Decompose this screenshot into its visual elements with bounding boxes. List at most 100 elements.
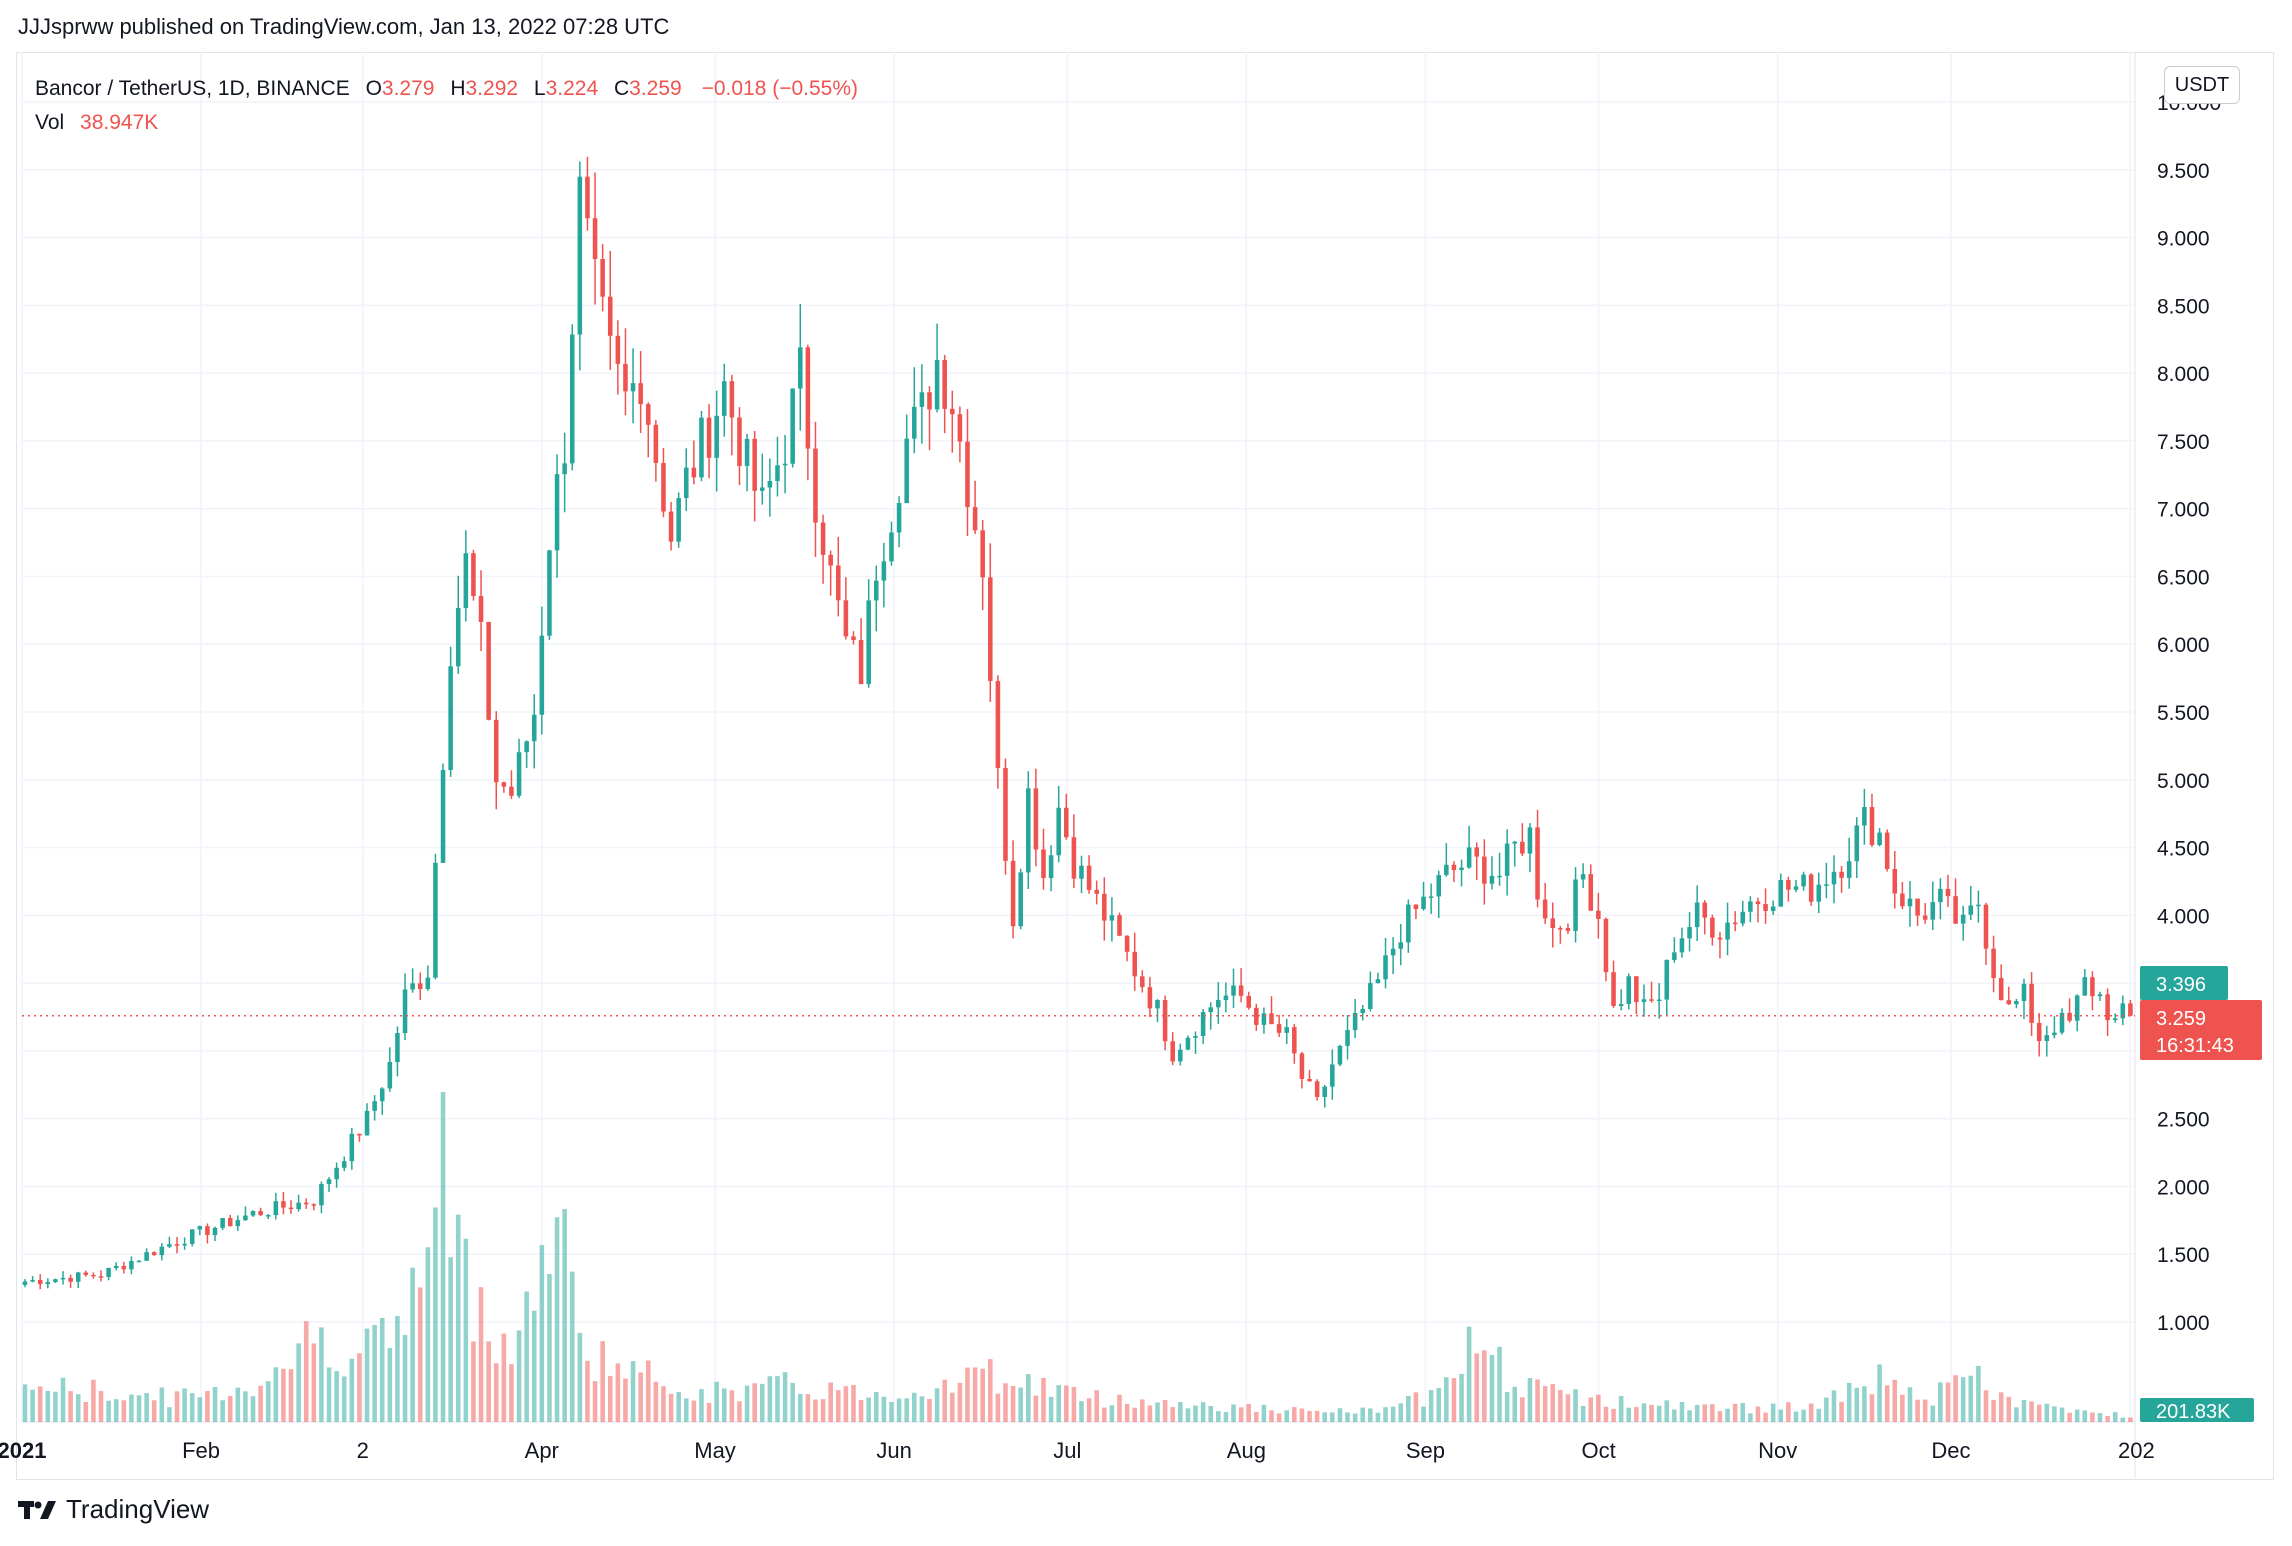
volume-bar [273,1367,279,1422]
volume-bar [1740,1403,1746,1422]
x-tick-label: 202 [2118,1438,2155,1463]
volume-bar [1976,1365,1981,1422]
volume-bar [1565,1394,1571,1422]
volume-bar [767,1376,773,1422]
candle-body [691,467,697,478]
candle-body [668,511,674,542]
candle-body [889,532,894,562]
volume-bar [2082,1410,2088,1422]
volume-bar [2128,1417,2133,1422]
volume-bar [1147,1405,1153,1422]
candle-body [744,438,750,466]
volume-bar [729,1390,735,1422]
volume-bar [805,1394,811,1422]
volume-bar [1679,1401,1685,1422]
candle-body [1208,1007,1213,1013]
volume-bar [1710,1404,1715,1422]
volume-label[interactable]: Vol [35,111,65,134]
candle-body [1953,896,1958,924]
candle-body [980,530,985,578]
candle-body [1497,875,1502,878]
volume-bar [1960,1377,1966,1422]
candle-body [311,1204,317,1206]
volume-bar [615,1363,621,1422]
candle-body [706,417,712,458]
candle-body [737,417,742,466]
candle-body [1284,1027,1289,1033]
legend-volume-row: Vol 38.947K [35,106,858,140]
volume-bar [2021,1399,2027,1422]
y-tick-label: 1.500 [2157,1244,2210,1267]
candle-body [281,1201,286,1208]
candle-body [524,741,529,753]
volume-bar [1413,1392,1419,1422]
volume-bar [1383,1407,1388,1422]
candle-body [1588,874,1594,911]
candle-body [2090,977,2095,997]
x-tick-label: Apr [525,1438,559,1463]
candle-body [1907,898,1913,907]
volume-bar [448,1257,453,1422]
volume-bar [1862,1386,1867,1422]
candle-body [2036,1022,2042,1042]
volume-bar [364,1328,370,1422]
volume-bar [1535,1379,1540,1422]
volume-bar [569,1271,575,1422]
candle-body [1102,893,1107,921]
candle-body [1520,841,1525,854]
currency-button[interactable]: USDT [2164,66,2240,104]
volume-bar [607,1375,613,1422]
candle-body [1314,1081,1320,1097]
candle-body [1026,788,1031,873]
volume-bar [2067,1412,2072,1422]
volume-bar [706,1402,712,1422]
candle-body [1938,888,1943,903]
volume-bar [1140,1399,1145,1422]
volume-bar [235,1387,241,1422]
volume-bar [699,1389,704,1422]
price-axis[interactable]: 1.0001.5002.0002.5003.0003.5004.0004.500… [2157,92,2221,1335]
candle-body [1694,902,1700,928]
candle-body [1778,879,1784,907]
volume-bar [1687,1410,1692,1422]
candle-body [53,1279,58,1283]
candle-body [1915,898,1920,916]
symbol-name[interactable]: Bancor / TetherUS, 1D, BINANCE [35,77,350,100]
volume-bar [1421,1406,1426,1422]
candle-body [433,862,438,978]
volume-bar [1763,1412,1768,1422]
candle-body [1679,938,1685,953]
volume-bar [501,1333,507,1422]
candle-body [1968,905,1974,915]
volume-bar [30,1389,35,1422]
volume-bar [866,1397,871,1422]
high-value: 3.292 [465,77,519,100]
volume-bar [744,1385,750,1422]
volume-bar [349,1358,355,1422]
candle-body [797,347,803,389]
candle-body [197,1226,203,1230]
candles [22,156,2133,1290]
volume-bar [1132,1407,1137,1422]
volume-bar [1748,1413,1753,1422]
candle-body [37,1280,43,1285]
candle-body [851,636,856,641]
volume-bar [1284,1410,1289,1422]
volume-bar [212,1387,218,1422]
volume-bar [2090,1412,2095,1422]
x-tick-label: Oct [1582,1438,1616,1463]
volume-bar [1436,1387,1442,1422]
volume-bar [1451,1378,1457,1422]
volume-bar [1307,1411,1312,1422]
candle-body [509,786,514,796]
candle-body [258,1211,263,1216]
candle-body [364,1110,370,1136]
candle-body [98,1276,104,1278]
time-axis[interactable]: 2021 Feb 2 Apr May Jun Jul Aug Sep Oct Nov Dec 202 [0,1438,2155,1463]
volume-marker-badge: 201.83K [2140,1398,2254,1423]
y-tick-label: 5.000 [2157,770,2210,793]
candle-body [129,1261,134,1270]
volume-bar [1504,1392,1510,1422]
volume-bar [965,1367,970,1422]
